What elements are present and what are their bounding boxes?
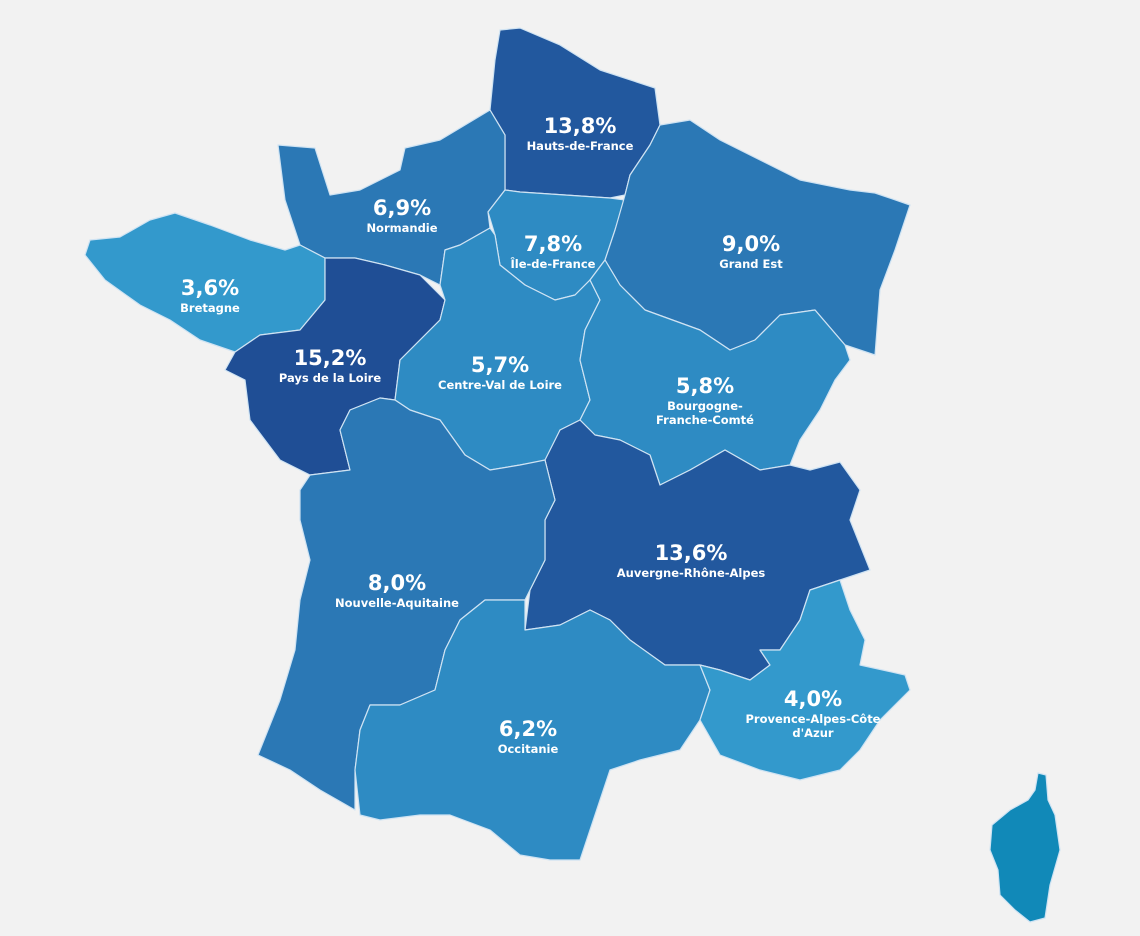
region-value: 15,2% (293, 346, 367, 370)
region (699, 579, 911, 781)
region-label: 13,6% Auvergne-Rhône-Alpes (601, 540, 781, 580)
region-label: 5,7% Centre-Val de Loire (420, 352, 580, 392)
region-name: Auvergne-Rhône-Alpes (616, 566, 766, 580)
region-label: 5,8% Bourgogne-Franche-Comté (655, 373, 755, 427)
region-name: Provence-Alpes-Côte d'Azur (745, 712, 881, 740)
region-name: Grand Est (719, 257, 783, 271)
region-label: 9,0% Grand Est (681, 231, 821, 271)
region-name: Normandie (366, 221, 438, 235)
region-name: Île-de-France (510, 257, 596, 271)
region-name: Hauts-de-France (526, 139, 634, 153)
region-label: 13,8% Hauts-de-France (500, 113, 660, 153)
region-label: 4,0% Provence-Alpes-Côte d'Azur (743, 686, 883, 740)
regions (84, 27, 911, 861)
region-label: 8,0% Nouvelle-Aquitaine (317, 570, 477, 610)
region-value: 6,2% (498, 717, 558, 741)
region-value: 6,9% (372, 196, 432, 220)
region-name: Bourgogne-Franche-Comté (656, 399, 754, 427)
region (579, 259, 851, 486)
region-value: 13,8% (543, 114, 617, 138)
region-label: 6,9% Normandie (332, 195, 472, 235)
region-value: 3,6% (180, 276, 240, 300)
region-value: 4,0% (783, 687, 843, 711)
region-value: 13,6% (654, 541, 728, 565)
region-value: 5,7% (470, 353, 530, 377)
region-name: Occitanie (497, 742, 559, 756)
region-value: 5,8% (675, 374, 735, 398)
region-value: 8,0% (367, 571, 427, 595)
region-value: 7,8% (523, 232, 583, 256)
region-name: Pays de la Loire (278, 371, 382, 385)
region (354, 599, 711, 861)
region-name: Centre-Val de Loire (438, 378, 562, 392)
region-value: 9,0% (721, 232, 781, 256)
region-label: 7,8% Île-de-France (483, 231, 623, 271)
region-label: 6,2% Occitanie (458, 716, 598, 756)
region-label: 15,2% Pays de la Loire (250, 345, 410, 385)
region-label: 3,6% Bretagne (140, 275, 280, 315)
corsica (989, 772, 1061, 923)
region-name: Nouvelle-Aquitaine (335, 596, 459, 610)
region-name: Bretagne (180, 301, 240, 315)
